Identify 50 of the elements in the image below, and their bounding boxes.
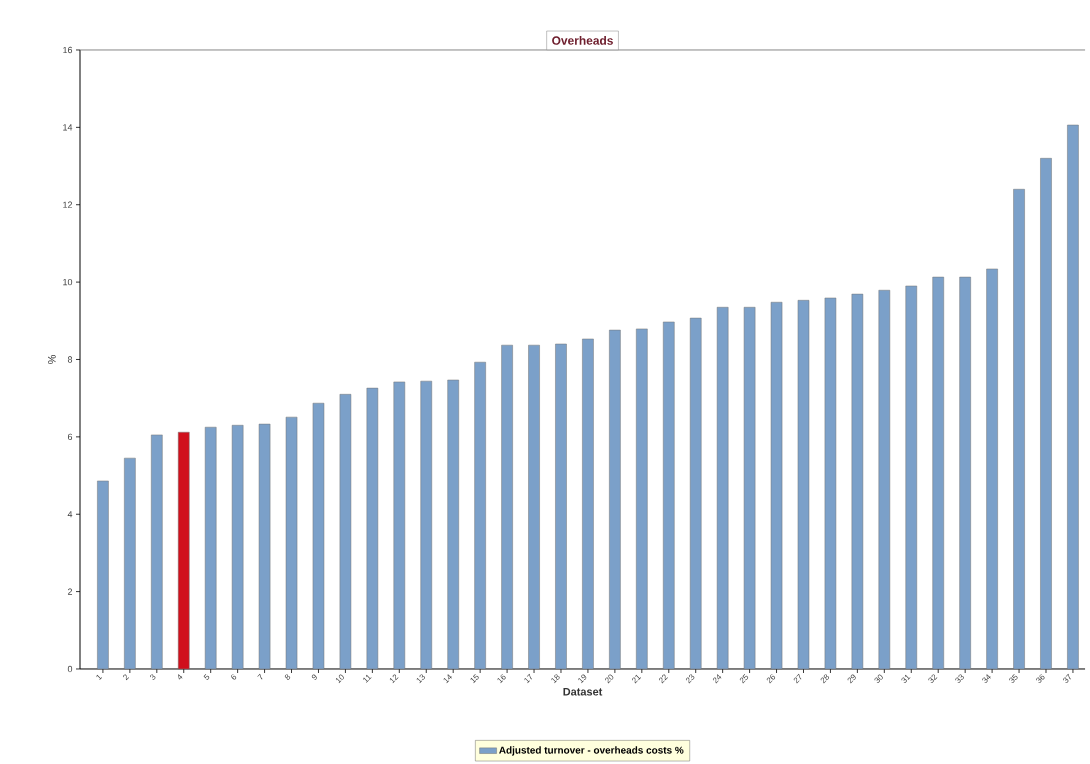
bar — [555, 343, 567, 670]
bar — [528, 344, 540, 670]
y-tick-label: 10 — [63, 278, 73, 286]
y-tick-label: 2 — [67, 588, 73, 595]
legend-label: Adjusted turnover - overheads costs % — [499, 746, 684, 756]
x-axis-title: Dataset — [563, 687, 603, 696]
y-tick-label: 14 — [63, 124, 73, 131]
chart-title: Overheads — [552, 36, 613, 45]
bar — [582, 338, 594, 670]
bar — [97, 480, 109, 670]
bar — [716, 307, 729, 670]
y-axis-title: % — [48, 355, 56, 364]
bar — [420, 380, 433, 670]
y-tick-label: 16 — [63, 46, 73, 54]
bar — [932, 276, 944, 670]
bar — [905, 285, 918, 670]
bar — [878, 289, 891, 670]
bar — [609, 329, 621, 670]
y-tick-label: 12 — [63, 201, 73, 208]
bar — [258, 423, 271, 670]
bar — [177, 431, 190, 670]
bar — [743, 307, 756, 670]
bar — [797, 300, 810, 670]
bar — [636, 328, 648, 670]
bar — [339, 394, 352, 670]
bar — [824, 297, 837, 670]
bar — [231, 425, 244, 670]
bar — [474, 361, 486, 670]
bar — [986, 268, 998, 670]
bar — [501, 344, 513, 670]
bar — [689, 317, 702, 670]
bar — [851, 293, 864, 670]
bar — [959, 276, 971, 670]
bar — [151, 434, 163, 670]
bar — [124, 457, 136, 670]
bar — [447, 379, 459, 670]
y-tick-label: 8 — [67, 356, 73, 363]
bar — [204, 426, 217, 670]
bar — [770, 301, 783, 670]
bar — [285, 416, 298, 670]
y-tick-label: 0 — [67, 665, 73, 673]
bar — [1067, 124, 1079, 670]
bar — [1013, 189, 1025, 670]
y-tick-label: 4 — [67, 511, 73, 518]
bar — [1040, 158, 1052, 670]
bar — [366, 387, 379, 670]
bar — [312, 402, 325, 670]
bar — [662, 321, 675, 670]
y-tick-label: 6 — [67, 433, 73, 441]
bar — [393, 381, 406, 670]
